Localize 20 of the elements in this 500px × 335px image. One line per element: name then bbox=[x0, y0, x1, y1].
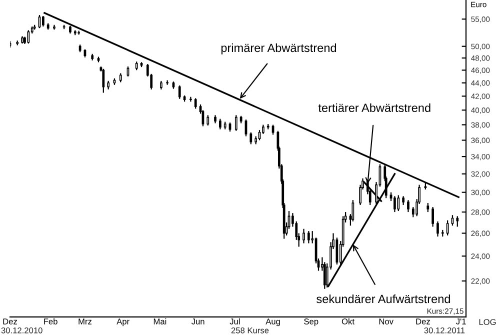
text: 30.12.2010 bbox=[1, 327, 42, 334]
x-tick-label: Dez bbox=[416, 318, 430, 324]
x-tick-label: J'1 bbox=[456, 318, 466, 324]
x-tick-label: Jun bbox=[191, 318, 204, 324]
text: 30.12.2011 bbox=[424, 327, 465, 334]
x-tick-label: Dez bbox=[3, 318, 17, 324]
x-tick-label: Sep bbox=[304, 318, 318, 326]
annotation: tertiärer Abwärtstrend bbox=[318, 103, 430, 112]
x-tick-label: Mai bbox=[154, 318, 166, 324]
x-tick-label: Feb bbox=[44, 318, 58, 324]
x-tick-label: Apr bbox=[116, 318, 130, 326]
x-tick-label: Okt bbox=[342, 318, 354, 324]
annotation: primärer Abwärtstrend bbox=[221, 43, 336, 54]
x-tick-label: Jul bbox=[230, 318, 240, 324]
x-tick-label: Mrz bbox=[78, 318, 92, 324]
x-tick-label: Nov bbox=[379, 318, 394, 324]
x-tick-label: Aug bbox=[266, 318, 280, 326]
text: 258 Kurse bbox=[231, 327, 269, 334]
text: LOG bbox=[479, 319, 496, 325]
annotation: sekundärer Aufwärtstrend bbox=[316, 294, 450, 304]
